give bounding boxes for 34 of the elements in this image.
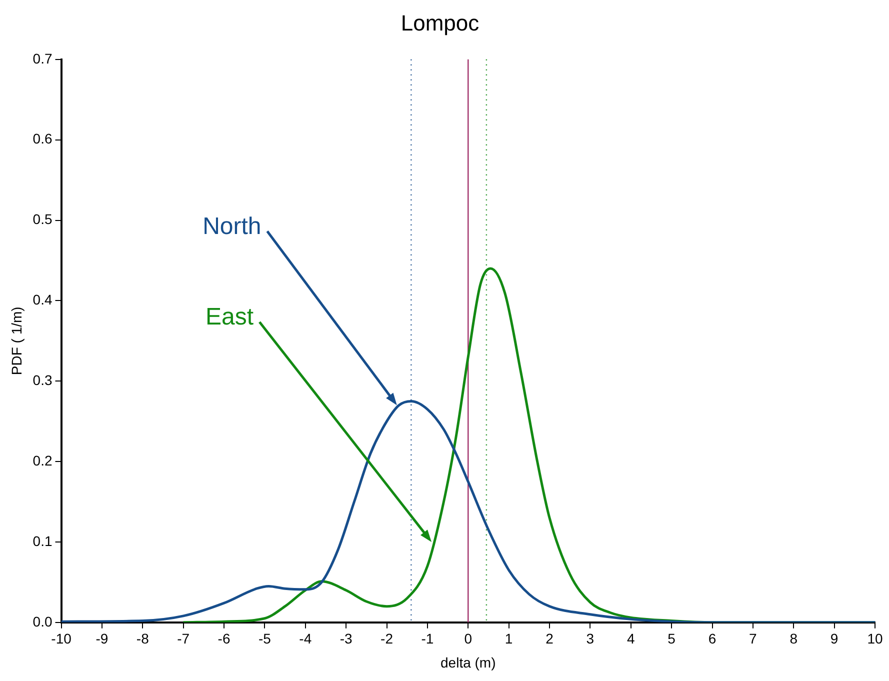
x-tick-label: 7 bbox=[749, 630, 758, 647]
y-tick-label: 0.2 bbox=[32, 452, 52, 468]
y-tick-label: 0.6 bbox=[32, 130, 52, 147]
x-tick-label: -1 bbox=[421, 630, 434, 647]
x-tick-label: 9 bbox=[830, 630, 838, 647]
y-tick-label: 0.1 bbox=[32, 532, 52, 549]
x-tick-label: -7 bbox=[177, 630, 190, 647]
x-tick-label: -9 bbox=[96, 630, 108, 647]
x-tick-label: -10 bbox=[51, 630, 72, 647]
x-tick-label: -2 bbox=[380, 630, 394, 647]
x-tick-label: -5 bbox=[258, 630, 272, 647]
x-tick-label: -8 bbox=[136, 630, 150, 647]
y-axis-title: PDF ( 1/m) bbox=[8, 306, 24, 376]
x-tick-label: 3 bbox=[586, 630, 594, 647]
y-tick-label: 0.4 bbox=[32, 292, 52, 308]
y-tick-label: 0.3 bbox=[32, 372, 52, 388]
x-tick-label: 6 bbox=[708, 630, 716, 647]
x-tick-label: 2 bbox=[546, 630, 554, 647]
x-tick-label: 8 bbox=[790, 630, 798, 647]
annotation: North bbox=[202, 212, 262, 240]
chart-title: Lompoc bbox=[400, 10, 480, 36]
x-tick-label: 5 bbox=[668, 630, 676, 647]
y-tick-label: 0.5 bbox=[32, 211, 52, 228]
annotation: East bbox=[205, 304, 254, 331]
y-tick-label: 0.7 bbox=[32, 50, 52, 66]
x-tick-label: 4 bbox=[626, 630, 635, 647]
x-tick-label: -4 bbox=[299, 630, 312, 647]
x-tick-label: 1 bbox=[504, 630, 513, 647]
x-tick-label: 0 bbox=[464, 630, 472, 647]
x-tick-label: -3 bbox=[340, 630, 353, 647]
x-axis-title: delta (m) bbox=[440, 654, 496, 670]
x-tick-label: -6 bbox=[218, 630, 230, 647]
x-tick-label: 10 bbox=[867, 630, 883, 647]
y-tick-label: 0.0 bbox=[32, 613, 52, 630]
